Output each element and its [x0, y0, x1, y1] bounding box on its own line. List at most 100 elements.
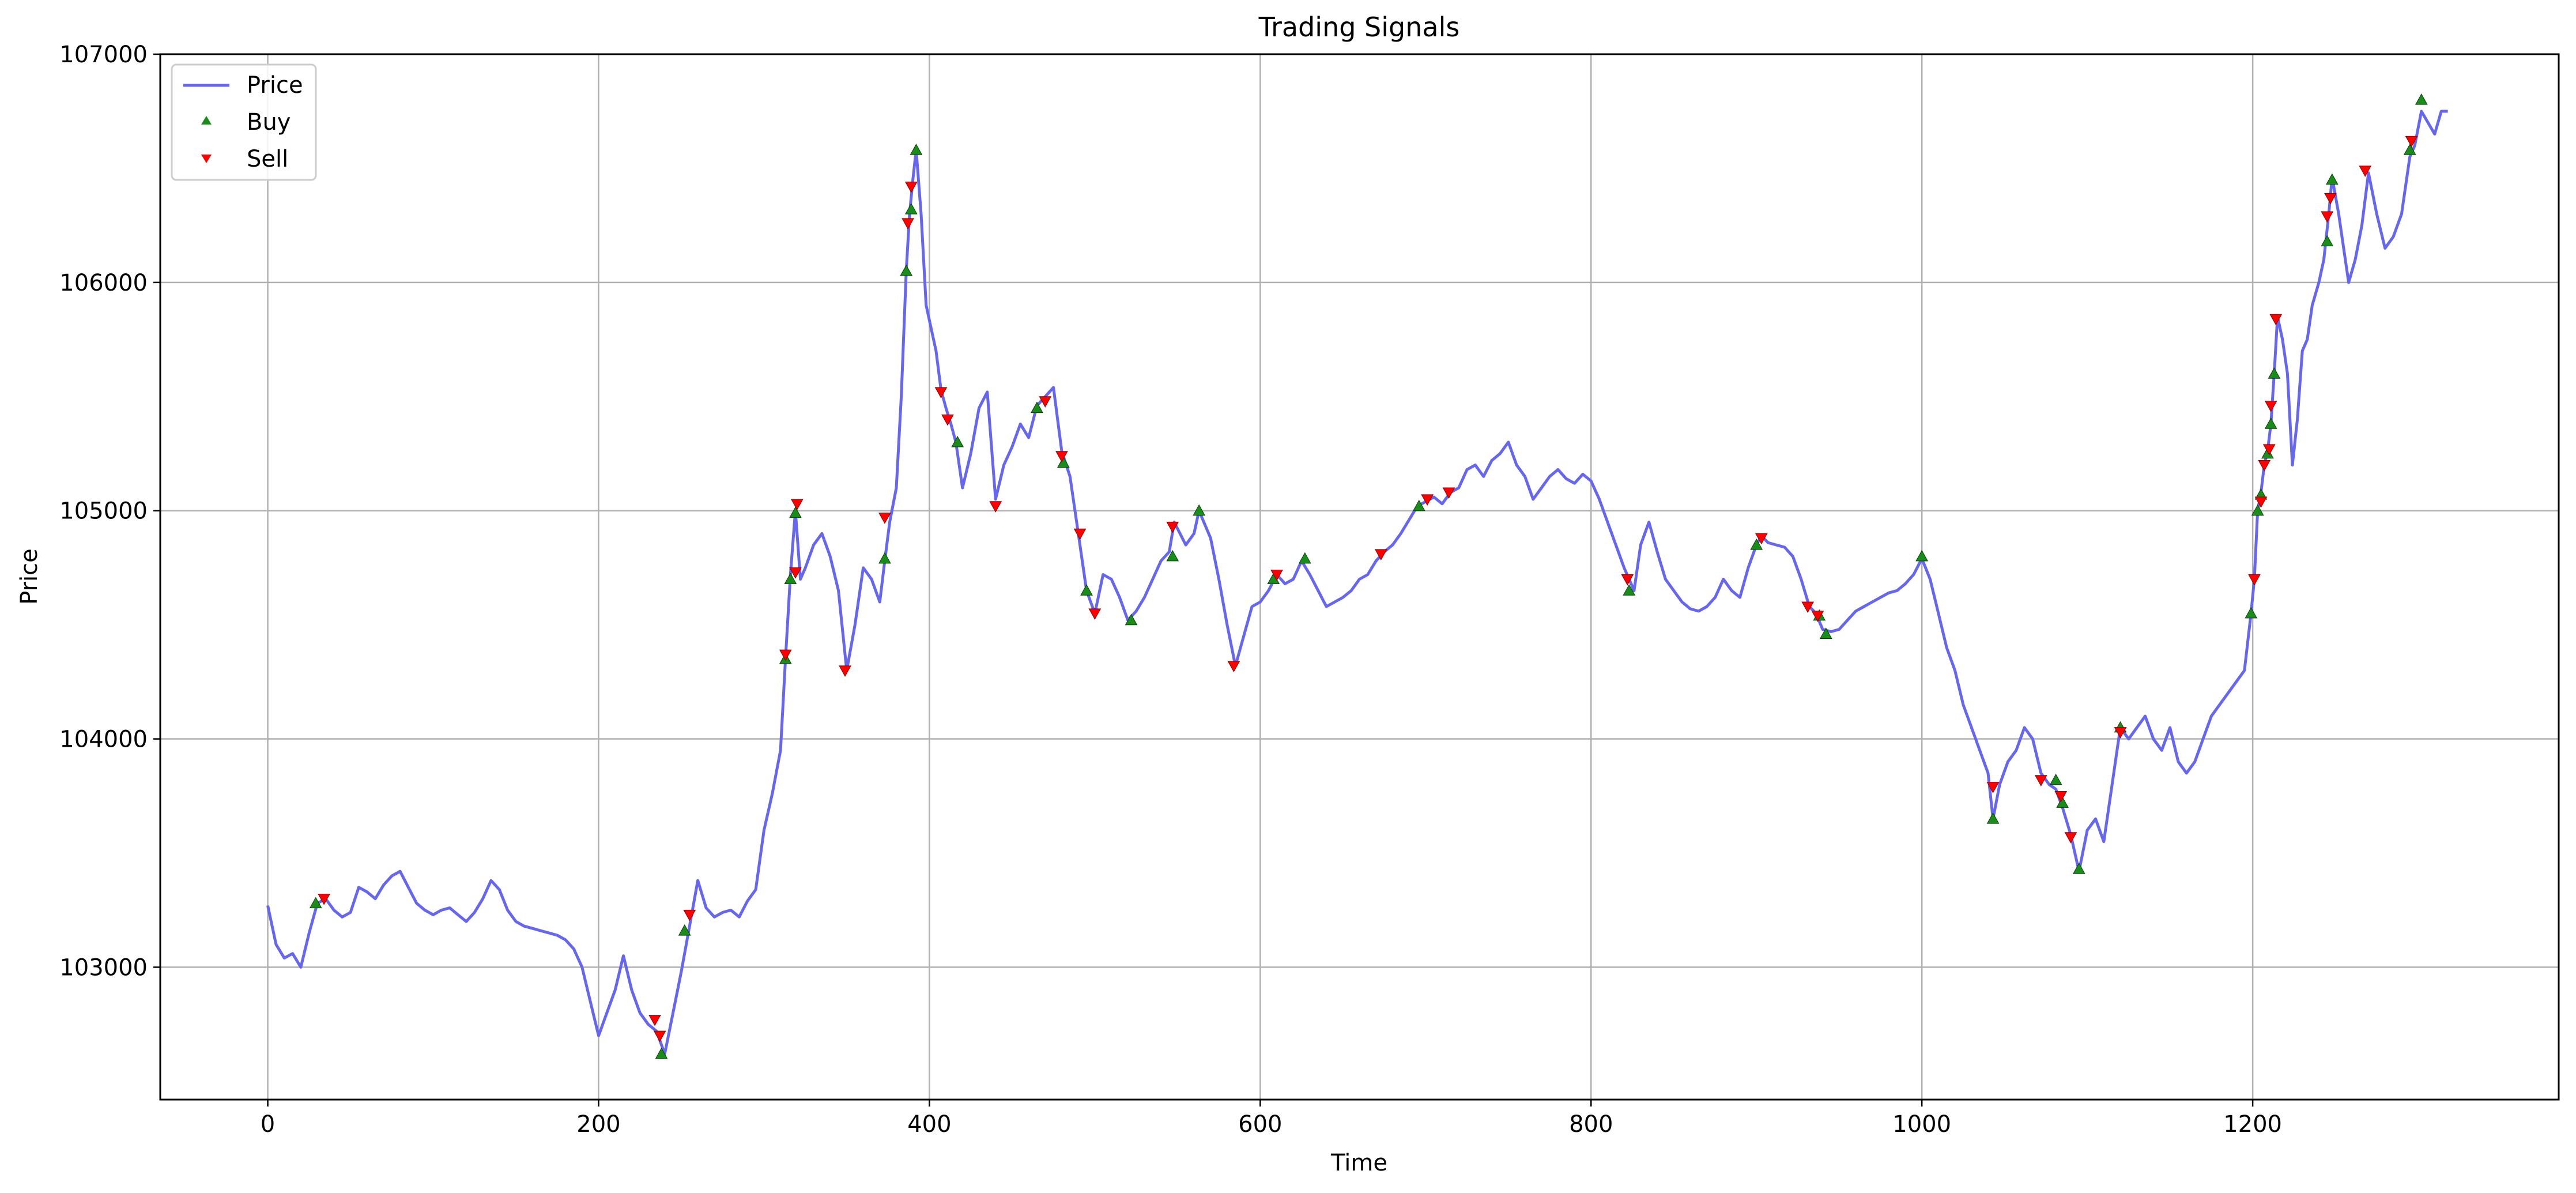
buy-marker — [1125, 614, 1138, 626]
y-tick-label: 103000 — [59, 954, 148, 981]
sell-marker — [1270, 570, 1283, 581]
sell-marker — [941, 414, 954, 426]
x-tick-label: 600 — [1238, 1111, 1282, 1138]
sell-marker — [2321, 211, 2334, 223]
buy-marker — [910, 144, 923, 155]
x-tick-label: 200 — [576, 1111, 620, 1138]
y-tick-label: 104000 — [59, 727, 148, 753]
sell-marker — [648, 1014, 661, 1026]
buy-marker — [1080, 584, 1093, 596]
buy-marker — [789, 506, 802, 518]
legend-box — [171, 63, 317, 181]
plot-area — [266, 93, 2448, 1059]
buy-marker — [2403, 144, 2416, 155]
buy-marker — [1298, 552, 1311, 564]
y-tick-label: 106000 — [59, 270, 148, 296]
buy-marker — [1031, 401, 1043, 413]
sell-marker — [1442, 487, 1455, 499]
sell-marker — [2034, 775, 2047, 786]
sell-marker — [1055, 451, 1068, 462]
buy-marker — [784, 573, 797, 584]
buy-marker — [2049, 773, 2062, 785]
sell-marker — [2262, 444, 2276, 456]
x-axis-ticks: 0 200 400 600 800 1000 1200 — [261, 1100, 2282, 1138]
x-tick-label: 800 — [1569, 1111, 1613, 1138]
buy-marker — [655, 1047, 668, 1059]
x-tick-label: 1200 — [2223, 1111, 2282, 1138]
buy-marker — [2072, 863, 2085, 874]
buy-marker — [2321, 235, 2334, 247]
sell-marker — [2054, 791, 2068, 803]
sell-marker — [2064, 832, 2077, 844]
x-tick-label: 400 — [907, 1111, 951, 1138]
sell-marker — [683, 909, 696, 921]
sell-marker — [2264, 401, 2277, 412]
buy-marker — [1819, 627, 1832, 639]
sell-marker — [1811, 611, 1824, 622]
sell-marker — [2269, 314, 2283, 326]
y-tick-label: 105000 — [59, 498, 148, 525]
buy-marker — [1915, 550, 1929, 562]
sell-marker — [1621, 574, 1634, 586]
chart-title: Trading Signals — [1258, 12, 1460, 43]
sell-marker — [1073, 528, 1087, 540]
buy-marker — [1412, 499, 1425, 511]
sell-marker — [839, 665, 851, 677]
x-tick-label: 1000 — [1892, 1111, 1951, 1138]
sell-marker — [1986, 782, 2000, 793]
buy-marker — [2264, 417, 2277, 429]
buy-marker — [1623, 584, 1636, 596]
sell-marker — [2324, 193, 2337, 205]
sell-marker — [779, 649, 792, 661]
sell-markers — [318, 136, 2418, 1043]
sell-marker — [1166, 521, 1179, 533]
sell-marker — [878, 513, 891, 524]
sell-marker — [989, 501, 1002, 513]
buy-marker — [1750, 539, 1763, 550]
buy-marker — [878, 552, 891, 564]
sell-marker — [2114, 727, 2127, 739]
buy-marker — [1057, 456, 1070, 468]
sell-marker — [2258, 460, 2271, 472]
sell-marker — [653, 1030, 666, 1043]
buy-marker — [904, 203, 918, 214]
sell-marker — [1755, 533, 1768, 545]
sell-marker — [934, 387, 948, 398]
buy-markers — [309, 93, 2428, 1059]
sell-marker — [904, 182, 918, 193]
sell-marker — [790, 499, 804, 510]
buy-marker — [900, 265, 913, 276]
sell-marker — [2254, 496, 2268, 508]
buy-marker — [309, 897, 322, 909]
axes-frame — [159, 53, 2560, 1101]
buy-marker — [2245, 607, 2258, 619]
buy-marker — [1166, 550, 1179, 562]
legend-buy-marker — [201, 116, 212, 125]
sell-marker — [1227, 661, 1240, 672]
buy-marker — [1986, 812, 2000, 824]
sell-marker — [1088, 608, 1102, 620]
y-axis-label: Price — [16, 548, 43, 605]
buy-marker — [2268, 367, 2281, 379]
sell-marker — [1374, 549, 1387, 560]
sell-marker — [2405, 136, 2418, 148]
buy-marker — [2251, 504, 2264, 516]
sell-marker — [1421, 494, 1434, 506]
x-axis-label: Time — [1330, 1150, 1387, 1176]
sell-marker — [2248, 574, 2261, 586]
y-tick-label: 107000 — [59, 42, 148, 68]
sell-marker — [2359, 165, 2372, 177]
legend-sell-marker — [201, 155, 212, 163]
legend-price-label: Price — [247, 72, 303, 99]
y-axis-ticks: 103000 104000 105000 106000 107000 — [59, 42, 160, 981]
sell-marker — [1801, 601, 1815, 613]
buy-marker — [678, 924, 691, 936]
legend-sell-label: Sell — [247, 146, 288, 172]
sell-marker — [902, 218, 914, 229]
sell-marker — [318, 894, 330, 905]
buy-marker — [2326, 173, 2339, 185]
sell-marker — [1039, 396, 1052, 408]
legend-buy-label: Buy — [247, 109, 291, 136]
